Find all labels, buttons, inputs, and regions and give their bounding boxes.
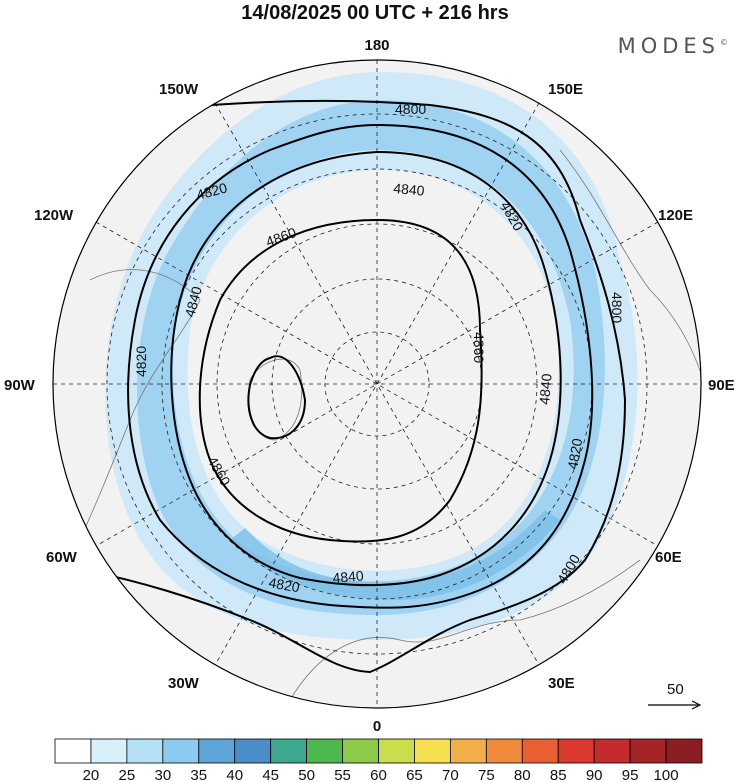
contour-4860 [198, 218, 483, 543]
colorbar-tick-label: 60 [370, 767, 387, 782]
colorbar-tick-label: 50 [298, 767, 315, 782]
colorbar-tick-label: 85 [550, 767, 567, 782]
colorbar-swatch [414, 738, 451, 764]
coastline-asia [559, 149, 701, 401]
contour-4840 [170, 150, 562, 587]
lon-label-90w: 90W [4, 377, 36, 394]
colorbar-swatch [629, 738, 667, 764]
colorbar-swatch [162, 738, 200, 764]
colorbar-tick-label: 65 [406, 767, 423, 782]
colorbar-swatch [90, 738, 128, 764]
colorbar-tick-label: 90 [586, 767, 603, 782]
reference-vector-label: 50 [667, 681, 684, 698]
colorbar-tick-label: 20 [83, 767, 100, 782]
modes-logo: MODES© [618, 34, 728, 58]
contour-label: 4820 [564, 437, 585, 471]
coastline-europe [289, 559, 641, 701]
copyright-mark: © [720, 38, 728, 47]
colorbar-tick-label: 95 [622, 767, 639, 782]
colorbar-tick-label: 30 [154, 767, 171, 782]
colorbar-swatch [378, 738, 415, 764]
colorbar-swatch [557, 738, 595, 764]
contour-label: 4820 [133, 346, 149, 377]
coastline-america [69, 269, 201, 561]
lon-label-30e: 30E [548, 675, 575, 692]
lon-label-150e: 150E [548, 81, 583, 98]
colorbar-swatch [234, 738, 272, 764]
lon-label-150w: 150W [159, 81, 199, 98]
lon-label-120e: 120E [658, 207, 693, 224]
lon-label-30w: 30W [168, 675, 200, 692]
colorbar-tick-label: 45 [262, 767, 279, 782]
colorbar-swatch [270, 738, 308, 764]
lon-label-180: 180 [364, 37, 389, 54]
contour-label: 4840 [393, 180, 426, 199]
contour-label: 4800 [395, 101, 426, 117]
colorbar-tick-label: 55 [334, 767, 351, 782]
colorbar-tick-label: 100 [654, 767, 679, 782]
colorbar-swatch [342, 738, 379, 764]
reference-arrowhead [691, 700, 702, 710]
contour-label: 4840 [181, 284, 205, 318]
longitude-labels: 180 150E 120E 90E 60E 30E 0 30W 60W 90W … [4, 37, 735, 735]
lon-label-0: 0 [373, 718, 381, 735]
wind-shading-outer [105, 71, 638, 640]
colorbar-tick-label: 35 [190, 767, 207, 782]
colorbar-swatch [593, 738, 631, 764]
colorbar-swatch [198, 738, 236, 764]
lon-label-60e: 60E [655, 549, 682, 566]
colorbar-tick-label: 80 [514, 767, 531, 782]
height-contours [59, 99, 627, 674]
lon-label-60w: 60W [46, 549, 78, 566]
reference-vector: 50 [648, 681, 702, 710]
chart-title: 14/08/2025 00 UTC + 216 hrs [241, 2, 509, 24]
lon-label-120w: 120W [34, 207, 74, 224]
contour-label: 4820 [267, 574, 301, 595]
lon-label-90e: 90E [708, 377, 735, 394]
colorbar-swatch [306, 738, 343, 764]
colorbar-swatch [485, 738, 523, 764]
contour-label: 4860 [471, 332, 487, 363]
colorbar-swatch [54, 738, 92, 764]
contour-label: 4820 [195, 179, 229, 203]
contour-4820 [127, 123, 594, 609]
colorbar-swatch [126, 738, 164, 764]
contour-label: 4840 [536, 373, 555, 406]
colorbar-tick-label: 75 [478, 767, 495, 782]
contour-4860-low [247, 355, 307, 440]
colorbar-tick-label: 25 [119, 767, 136, 782]
map-boundary [52, 59, 702, 709]
colorbar-swatch [665, 738, 703, 764]
contour-label: 4840 [332, 567, 365, 586]
logo-text: MODES [617, 34, 720, 58]
colorbar-tick-label: 40 [226, 767, 243, 782]
colorbar: 20 25 30 35 40 45 50 55 60 65 70 75 80 85 90 95 100 [54, 738, 703, 782]
colorbar-swatch [521, 738, 559, 764]
colorbar-tick-label: 70 [442, 767, 459, 782]
contour-4800 [59, 99, 627, 674]
contour-label: 4800 [609, 292, 625, 323]
wind-shading-core [230, 510, 560, 600]
colorbar-swatch [449, 738, 487, 764]
